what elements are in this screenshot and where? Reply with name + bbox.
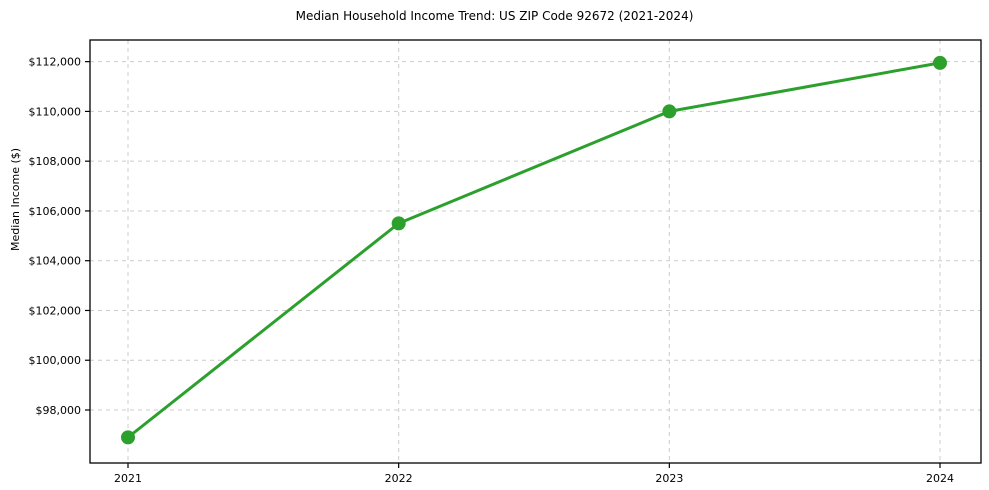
x-tick-label: 2023 xyxy=(655,472,683,485)
y-tick-label: $98,000 xyxy=(36,404,82,417)
chart-title: Median Household Income Trend: US ZIP Co… xyxy=(295,9,694,23)
y-tick-label: $108,000 xyxy=(29,155,82,168)
x-tick-label: 2021 xyxy=(114,472,142,485)
y-tick-label: $106,000 xyxy=(29,205,82,218)
y-tick-label: $104,000 xyxy=(29,255,82,268)
data-point-2024 xyxy=(933,55,947,70)
data-point-2023 xyxy=(662,104,677,119)
plot-border xyxy=(89,39,982,464)
x-tick-label: 2024 xyxy=(926,472,954,485)
y-tick-label: $102,000 xyxy=(29,304,82,317)
data-point-2021 xyxy=(121,430,135,445)
x-tick-label: 2022 xyxy=(385,472,413,485)
y-tick-label: $110,000 xyxy=(29,105,82,118)
y-tick-label: $100,000 xyxy=(29,354,82,367)
trend-line xyxy=(126,61,942,439)
data-point-2022 xyxy=(391,216,406,231)
y-tick-label: $112,000 xyxy=(29,56,82,69)
